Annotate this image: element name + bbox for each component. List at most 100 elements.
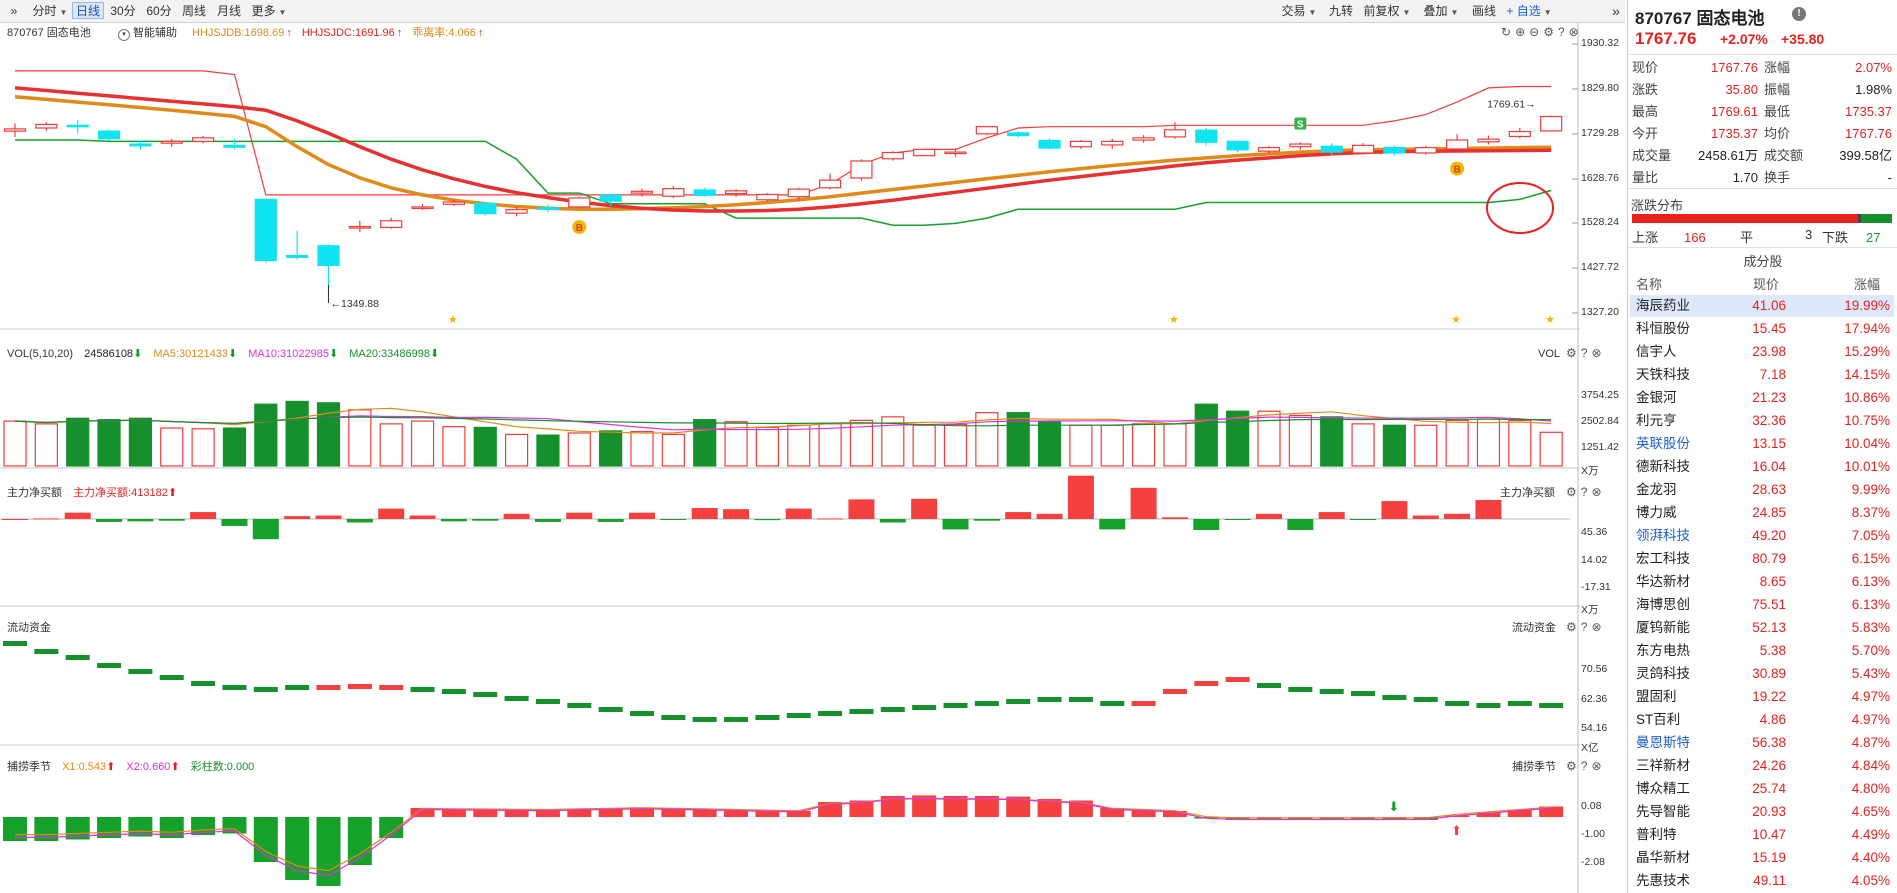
constituent-row[interactable]: 金银河 21.23 10.86% [1630, 387, 1894, 409]
constituent-row[interactable]: 领湃科技 49.20 7.05% [1630, 525, 1894, 547]
tab-3[interactable]: 60分 [142, 2, 176, 19]
season-bar [912, 795, 937, 817]
net-buy-bar [1444, 513, 1471, 519]
volume-bar [160, 427, 184, 467]
flow-bar [410, 687, 435, 692]
tool-3[interactable]: 叠加 ▼ [1418, 2, 1464, 19]
help-icon[interactable]: ? [1557, 25, 1569, 39]
volume-bar [1257, 410, 1281, 467]
constituent-row[interactable]: 先惠技术 49.11 4.05% [1630, 870, 1894, 892]
help-icon[interactable]: ? [1580, 485, 1592, 499]
constituent-row[interactable]: 三祥新材 24.26 4.84% [1630, 755, 1894, 777]
tab-1[interactable]: 日线 [72, 2, 104, 19]
constituent-row[interactable]: 海博思创 75.51 6.13% [1630, 594, 1894, 616]
settings-icon[interactable]: ⚙ [1566, 485, 1581, 499]
tool-1[interactable]: 九转 [1326, 2, 1356, 19]
constituent-row[interactable]: 博众精工 25.74 4.80% [1630, 778, 1894, 800]
net-buy-bar [33, 518, 60, 520]
stock-price: 80.79 [1752, 551, 1786, 566]
zoom-out-icon[interactable]: ⊖ [1529, 25, 1544, 39]
close-icon[interactable]: ⊗ [1591, 620, 1606, 634]
expand-icon[interactable]: » [10, 4, 18, 18]
close-icon[interactable]: ⊗ [1591, 485, 1606, 499]
constituent-row[interactable]: 曼恩斯特 56.38 4.87% [1630, 732, 1894, 754]
y-tick: 3754.25 [1581, 389, 1619, 401]
y-tick: 1628.76 [1581, 172, 1619, 184]
refresh-icon[interactable]: ↻ [1501, 25, 1516, 39]
settings-icon[interactable]: ⚙ [1566, 620, 1581, 634]
close-icon[interactable]: ⊗ [1591, 346, 1606, 360]
volume-bar [316, 402, 341, 467]
col-pct: 涨幅 [1854, 277, 1881, 292]
volume-bar [1445, 419, 1469, 467]
constituent-row[interactable]: 利元亨 32.36 10.75% [1630, 410, 1894, 432]
tab-2[interactable]: 30分 [106, 2, 140, 19]
unit-label: X亿 [1581, 742, 1599, 754]
constituent-row[interactable]: 晶华新材 15.19 4.40% [1630, 847, 1894, 869]
season-right-label: 捕捞季节 [1512, 761, 1556, 773]
settings-icon[interactable]: ⚙ [1543, 25, 1558, 39]
tab-4[interactable]: 周线 [178, 2, 210, 19]
info-icon[interactable]: ! [1792, 7, 1806, 21]
col-name: 名称 [1636, 277, 1663, 292]
close-icon[interactable]: ⊗ [1568, 25, 1583, 39]
net-buy-bar [127, 519, 154, 522]
help-icon[interactable]: ? [1580, 346, 1592, 360]
flow-bar [1037, 697, 1062, 702]
tab-6[interactable]: 更多 ▼ [248, 2, 290, 19]
flow-bar [974, 701, 999, 706]
chart-area[interactable]: ←1349.88 1769.61→ B B S ★ ★ ★ ★ ⬇ ⬆ 870767 固态电池 ▾ 智… [0, 23, 1625, 893]
divider [1628, 188, 1897, 189]
constituent-row[interactable]: 盟固利 19.22 4.97% [1630, 686, 1894, 708]
constituent-row[interactable]: 天铁科技 7.18 14.15% [1630, 364, 1894, 386]
tool-2[interactable]: 前复权 ▼ [1360, 2, 1414, 19]
volume-bar [1351, 423, 1375, 467]
constituent-row[interactable]: 普利特 10.47 4.49% [1630, 824, 1894, 846]
help-icon[interactable]: ? [1580, 759, 1592, 773]
tab-5[interactable]: 月线 [212, 2, 246, 19]
chevron-down-icon: ▼ [278, 8, 287, 17]
volume-bar [379, 423, 403, 467]
settings-icon[interactable]: ⚙ [1566, 759, 1581, 773]
tool-0[interactable]: 交易 ▼ [1276, 2, 1322, 19]
constituent-row[interactable]: 东方电热 5.38 5.70% [1630, 640, 1894, 662]
constituent-row[interactable]: 金龙羽 28.63 9.99% [1630, 479, 1894, 501]
settings-icon[interactable]: ⚙ [1566, 346, 1581, 360]
chart-canvas[interactable]: ←1349.88 1769.61→ B B S ★ ★ ★ ★ ⬇ ⬆ [0, 23, 1625, 893]
constituent-row[interactable]: 厦钨新能 52.13 5.83% [1630, 617, 1894, 639]
constituent-row[interactable]: 德新科技 16.04 10.01% [1630, 456, 1894, 478]
constituent-row[interactable]: 博力威 24.85 8.37% [1630, 502, 1894, 524]
collapse-panel-icon[interactable]: » [1612, 3, 1620, 19]
stock-price: 10.47 [1752, 827, 1786, 842]
flow-bar [441, 689, 466, 694]
smart-assist-toggle[interactable]: ▾ 智能辅助 [118, 26, 177, 41]
help-icon[interactable]: ? [1580, 620, 1592, 634]
constituent-row[interactable]: 华达新材 8.65 6.13% [1630, 571, 1894, 593]
flow-bar [912, 705, 937, 710]
net-buy-bar [817, 518, 844, 520]
stat-label: 涨幅 [1764, 60, 1791, 75]
flow-bar [943, 703, 968, 708]
tab-0[interactable]: 分时 ▼ [30, 2, 70, 19]
tool-label: + 自选 [1506, 4, 1541, 18]
tool-5[interactable]: + 自选 ▼ [1504, 2, 1554, 19]
constituent-row[interactable]: 科恒股份 15.45 17.94% [1630, 318, 1894, 340]
constituent-row[interactable]: 海辰药业 41.06 19.99% [1630, 295, 1894, 317]
net-buy-bar [1224, 519, 1251, 520]
vol-ma10: MA10:31022985 [248, 348, 329, 360]
constituent-row[interactable]: 英联股份 13.15 10.04% [1630, 433, 1894, 455]
candle-body [1445, 139, 1469, 150]
constituent-row[interactable]: ST百利 4.86 4.97% [1630, 709, 1894, 731]
constituent-row[interactable]: 先导智能 20.93 4.65% [1630, 801, 1894, 823]
quote-change: +35.80 [1781, 31, 1825, 47]
zoom-in-icon[interactable]: ⊕ [1515, 25, 1530, 39]
constituent-row[interactable]: 宏工科技 80.79 6.15% [1630, 548, 1894, 570]
constituent-row[interactable]: 信宇人 23.98 15.29% [1630, 341, 1894, 363]
tool-4[interactable]: 画线 [1468, 2, 1500, 19]
chevron-down-icon: ▼ [59, 8, 68, 17]
constituent-row[interactable]: 灵鸽科技 30.89 5.43% [1630, 663, 1894, 685]
net-buy-bar [440, 519, 467, 522]
tab-label: 60分 [146, 4, 172, 18]
y-tick: 1327.20 [1581, 306, 1619, 318]
close-icon[interactable]: ⊗ [1591, 759, 1606, 773]
